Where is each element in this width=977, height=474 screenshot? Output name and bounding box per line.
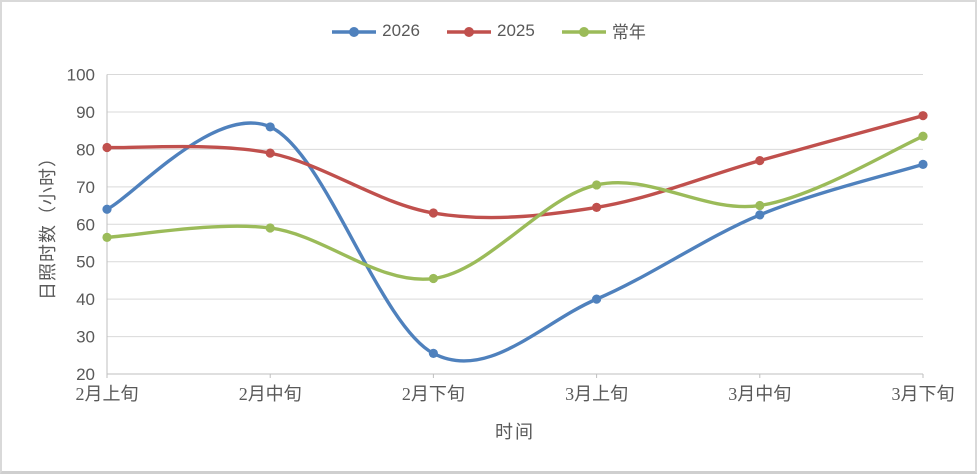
data-point-2026[interactable]	[918, 159, 928, 169]
data-point-2026[interactable]	[428, 348, 438, 359]
y-tick-label: 60	[76, 215, 95, 234]
legend-item-2025[interactable]: 2025	[446, 21, 535, 41]
data-point-2025[interactable]	[755, 156, 765, 166]
y-tick-label: 80	[76, 140, 95, 159]
x-tick-label: 2月中旬	[239, 384, 302, 404]
data-point-2026[interactable]	[265, 122, 275, 132]
x-axis-title: 时间	[495, 422, 535, 442]
x-tick-label: 3月中旬	[728, 384, 791, 404]
data-point-常年[interactable]	[918, 131, 928, 141]
data-point-2025[interactable]	[428, 208, 438, 218]
data-point-常年[interactable]	[428, 273, 438, 284]
data-point-2025[interactable]	[592, 202, 602, 213]
series-line-常年[interactable]	[105, 134, 925, 281]
y-tick-label: 70	[76, 178, 95, 197]
data-point-常年[interactable]	[592, 180, 602, 190]
legend-line-marker-icon	[561, 25, 607, 37]
legend-line-marker-icon	[331, 25, 377, 37]
y-tick-label: 40	[76, 290, 95, 309]
legend-label-2026: 2026	[382, 20, 420, 40]
legend-item-2026[interactable]: 2026	[331, 21, 420, 41]
legend-label-2025: 2025	[497, 20, 535, 40]
x-tick-label: 3月上旬	[565, 384, 628, 404]
data-point-2026[interactable]	[755, 210, 765, 220]
x-tick-label: 2月上旬	[76, 384, 139, 404]
data-point-2026[interactable]	[592, 294, 602, 304]
y-tick-label: 90	[76, 103, 95, 122]
y-tick-label: 30	[76, 328, 95, 347]
series-line-2026[interactable]	[105, 121, 925, 363]
legend-item-changnian[interactable]: 常年	[561, 18, 646, 43]
data-point-常年[interactable]	[755, 200, 765, 211]
data-point-2025[interactable]	[102, 142, 112, 153]
y-axis-title: 日照时数（小时）	[38, 148, 58, 300]
data-point-常年[interactable]	[265, 223, 275, 233]
data-point-常年[interactable]	[102, 232, 112, 242]
data-point-2025[interactable]	[265, 148, 275, 158]
y-tick-label: 50	[76, 253, 95, 272]
data-point-2025[interactable]	[918, 111, 928, 121]
legend-line-marker-icon	[446, 25, 492, 37]
legend-label-changnian: 常年	[611, 23, 646, 42]
y-tick-label: 20	[76, 365, 95, 384]
x-tick-label: 3月下旬	[892, 384, 955, 404]
x-tick-label: 2月下旬	[402, 384, 465, 404]
y-tick-label: 100	[67, 66, 95, 85]
data-point-2026[interactable]	[102, 204, 112, 214]
chart-legend: 2026 2025 常年	[2, 18, 975, 43]
series-line-2025[interactable]	[105, 113, 925, 220]
